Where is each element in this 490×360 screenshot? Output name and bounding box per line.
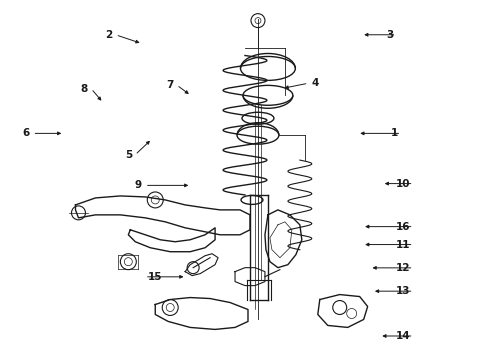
Text: 2: 2 <box>105 30 113 40</box>
Text: 7: 7 <box>166 80 173 90</box>
Text: 10: 10 <box>396 179 411 189</box>
Text: 13: 13 <box>396 286 411 296</box>
Text: 15: 15 <box>148 272 162 282</box>
Text: 11: 11 <box>396 239 411 249</box>
Text: 6: 6 <box>22 129 29 138</box>
Text: 16: 16 <box>396 222 411 231</box>
Text: 8: 8 <box>81 84 88 94</box>
Text: 4: 4 <box>312 78 319 88</box>
Text: 5: 5 <box>125 150 132 160</box>
Text: 14: 14 <box>396 331 411 341</box>
Text: 9: 9 <box>135 180 142 190</box>
Text: 3: 3 <box>386 30 393 40</box>
Text: 1: 1 <box>391 129 398 138</box>
Text: 12: 12 <box>396 263 411 273</box>
